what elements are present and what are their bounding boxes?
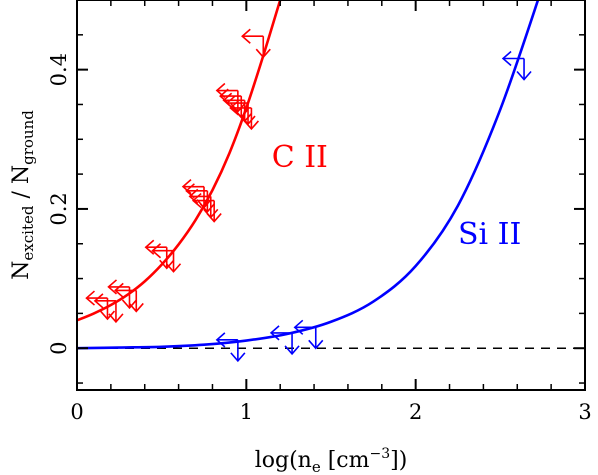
si-ii-model-curve: [77, 0, 540, 350]
si-ii-upper-limit-point: [293, 319, 324, 350]
y-tick-label: 0: [47, 342, 71, 355]
x-tick-label: 2: [409, 400, 422, 424]
si-ii-upper-limit-point: [215, 332, 246, 363]
x-tick-label: 0: [70, 400, 83, 424]
ticks-layer: 0 1 2 3 0 0.2 0.4: [47, 0, 592, 424]
y-tick-label: 0.2: [47, 192, 71, 225]
x-axis-label: log(ne [cm−3]): [255, 446, 408, 475]
y-axis-label: Nexcited / Nground: [9, 110, 37, 280]
marks-layer: C II Si II: [77, 0, 585, 363]
si-ii-upper-limit-point: [269, 325, 300, 356]
x-tick-label: 3: [578, 400, 591, 424]
c-ii-series-label: C II: [272, 140, 328, 175]
c-ii-upper-limit-point: [229, 100, 260, 131]
x-tick-label: 1: [240, 400, 253, 424]
si-ii-upper-limit-point: [501, 50, 532, 81]
c-ii-model-curve: [77, 0, 282, 322]
c-ii-upper-limit-point: [151, 243, 182, 273]
c-ii-upper-limit-point: [114, 282, 144, 313]
y-tick-label: 0.4: [47, 53, 71, 86]
si-ii-series-label: Si II: [458, 217, 521, 252]
c-ii-upper-limit-point: [191, 192, 222, 223]
c-ii-upper-limit-point: [241, 28, 271, 59]
plot-frame: [76, 0, 586, 391]
c-ii-upper-limit-point: [93, 293, 124, 324]
